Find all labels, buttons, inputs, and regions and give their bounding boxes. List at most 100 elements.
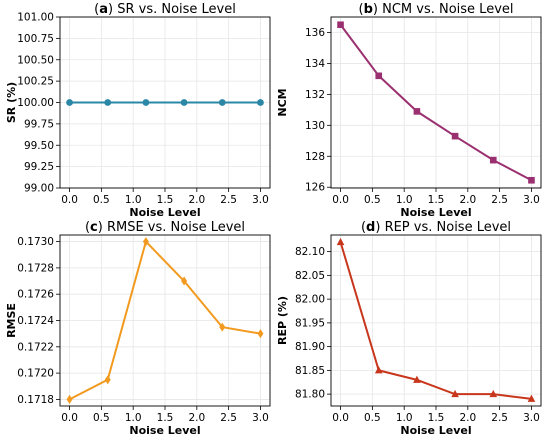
- data-point: [489, 389, 498, 398]
- y-tick-label: 99.00: [24, 183, 54, 195]
- y-tick-label: 0.1718: [17, 394, 54, 406]
- x-tick-label: 2.0: [188, 412, 205, 424]
- title-text: REP vs. Noise Level: [385, 220, 511, 235]
- x-tick-label: 3.0: [252, 194, 269, 206]
- data-point: [66, 99, 73, 106]
- series-line: [69, 239, 261, 401]
- x-tick-label: 2.5: [491, 194, 508, 206]
- chart-title: (c) RMSE vs. Noise Level: [85, 220, 245, 235]
- data-point: [527, 394, 536, 402]
- x-tick-label: 0.5: [93, 194, 110, 206]
- y-tick-label: 134: [305, 58, 325, 70]
- title-letter: a: [99, 2, 108, 17]
- panel-b: 126 128 130 132 134 136 0.0 0.5 1.0 1.5 2.0 2.5 3.0 (…: [276, 2, 542, 219]
- y-tick-label: 0.1722: [17, 341, 54, 353]
- x-tick-label: 0.5: [364, 194, 381, 206]
- y-tick-label: 100.00: [17, 97, 54, 109]
- x-tick-label: 2.0: [459, 194, 476, 206]
- y-tick-label: 82.00: [295, 294, 325, 306]
- x-tick-label: 3.0: [523, 194, 540, 206]
- y-tick-label: 132: [305, 89, 325, 101]
- data-point: [451, 132, 459, 140]
- x-tick-label: 1.5: [157, 194, 174, 206]
- y-axis-label: NCM: [276, 88, 289, 116]
- y-axis-label: REP (%): [276, 296, 289, 345]
- data-point: [142, 99, 150, 106]
- x-tick-label: 0.0: [61, 412, 78, 424]
- panel-a: 99.00 99.25 99.50 99.75 100.00 100.25 100.50 10…: [5, 2, 271, 219]
- data-point: [104, 375, 111, 385]
- y-tick-label: 99.75: [24, 118, 54, 130]
- y-tick-label: 99.50: [24, 140, 54, 152]
- x-tick-label: 0.0: [61, 194, 78, 206]
- data-point: [257, 99, 264, 106]
- title-paren-open: (: [94, 2, 99, 17]
- title-paren-open: (: [359, 2, 364, 17]
- series-line: [339, 24, 532, 182]
- title-text: NCM vs. Noise Level: [382, 2, 513, 17]
- x-tick-label: 1.5: [428, 412, 445, 424]
- chart-title: (a) SR vs. Noise Level: [94, 2, 236, 17]
- y-tick-label: 0.1728: [17, 262, 54, 274]
- data-point: [142, 237, 149, 247]
- x-tick-label: 0.5: [364, 412, 381, 424]
- y-tick-label: 101.00: [17, 12, 54, 24]
- y-axis-label: SR (%): [5, 82, 18, 123]
- data-point: [374, 366, 383, 374]
- series-line: [339, 241, 532, 400]
- x-tick-label: 2.5: [491, 412, 508, 424]
- x-tick-label: 1.0: [125, 194, 142, 206]
- y-axis-label: RMSE: [5, 303, 18, 338]
- y-tick-label: 136: [305, 27, 325, 39]
- x-tick-label: 0.0: [332, 194, 349, 206]
- chart-title: (d) REP vs. Noise Level: [361, 220, 511, 235]
- title-text: RMSE vs. Noise Level: [107, 220, 245, 235]
- data-point: [180, 99, 188, 106]
- x-tick-label: 2.5: [220, 412, 237, 424]
- y-tick-label: 81.95: [295, 317, 325, 329]
- plot-frame: [59, 234, 271, 407]
- x-tick-label: 2.0: [188, 194, 205, 206]
- y-tick-label: 100.25: [17, 76, 54, 88]
- data-point: [337, 21, 344, 29]
- data-point: [257, 329, 264, 339]
- x-tick-label: 1.0: [396, 194, 413, 206]
- title-paren-close: ): [373, 2, 382, 17]
- title-paren-open: (: [85, 220, 90, 235]
- y-tick-label: 0.1720: [17, 368, 54, 380]
- x-tick-label: 1.5: [428, 194, 445, 206]
- data-point: [104, 99, 112, 106]
- y-tick-label: 130: [305, 120, 325, 132]
- x-tick-label: 0.5: [93, 412, 110, 424]
- title-text: SR vs. Noise Level: [117, 2, 236, 17]
- title-letter: c: [90, 220, 98, 235]
- x-axis-label: Noise Level: [400, 206, 471, 219]
- y-tick-label: 0.1726: [17, 289, 54, 301]
- y-tick-label: 99.25: [24, 161, 54, 173]
- data-point: [413, 375, 421, 383]
- x-tick-label: 0.0: [332, 412, 349, 424]
- y-tick-label: 126: [305, 182, 325, 194]
- y-tick-label: 0.1730: [17, 236, 54, 248]
- title-paren-close: ): [98, 220, 107, 235]
- x-tick-label: 1.0: [125, 412, 142, 424]
- x-tick-label: 2.0: [459, 412, 476, 424]
- plot-frame: [330, 16, 542, 189]
- x-tick-label: 1.5: [157, 412, 174, 424]
- data-point: [219, 322, 226, 332]
- plot-frame: [59, 16, 271, 189]
- title-paren-close: ): [108, 2, 117, 17]
- data-point: [451, 389, 459, 398]
- data-point: [489, 156, 497, 164]
- x-tick-label: 3.0: [523, 412, 540, 424]
- chart-title: (b) NCM vs. Noise Level: [359, 2, 514, 17]
- data-point: [181, 276, 188, 286]
- y-tick-label: 82.10: [295, 246, 325, 258]
- panel-d: 81.80 81.85 81.90 81.95 82.00 82.05 82.10 0.0 0.…: [276, 220, 542, 437]
- data-point: [528, 176, 535, 184]
- y-tick-label: 128: [305, 151, 325, 163]
- y-tick-label: 81.85: [295, 365, 325, 377]
- y-tick-label: 0.1724: [17, 315, 54, 327]
